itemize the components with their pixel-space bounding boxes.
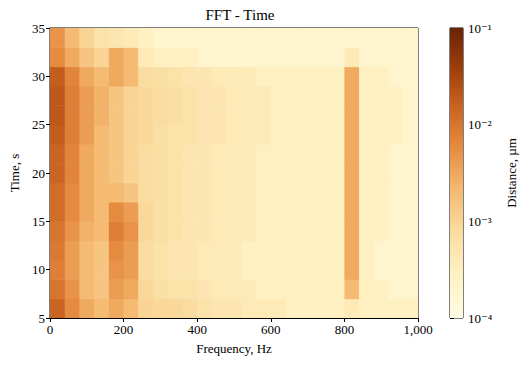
svg-text:1,000: 1,000	[403, 322, 432, 337]
svg-text:FFT - Time: FFT - Time	[206, 7, 275, 23]
svg-text:15: 15	[32, 214, 45, 229]
svg-text:Distance, µm: Distance, µm	[504, 138, 519, 208]
svg-text:30: 30	[32, 69, 45, 84]
svg-text:20: 20	[32, 166, 45, 181]
svg-text:800: 800	[335, 322, 355, 337]
svg-text:Time, s: Time, s	[7, 154, 22, 193]
svg-text:10⁻¹: 10⁻¹	[468, 21, 492, 36]
svg-text:10: 10	[32, 262, 45, 277]
svg-text:600: 600	[261, 322, 281, 337]
svg-text:Frequency, Hz: Frequency, Hz	[196, 341, 272, 356]
svg-text:200: 200	[114, 322, 134, 337]
svg-text:10⁻³: 10⁻³	[468, 214, 492, 229]
svg-text:10⁻²: 10⁻²	[468, 117, 492, 132]
svg-text:400: 400	[187, 322, 207, 337]
svg-text:35: 35	[32, 21, 45, 36]
svg-text:0: 0	[47, 322, 54, 337]
svg-text:25: 25	[32, 117, 45, 132]
svg-text:5: 5	[39, 311, 46, 326]
svg-text:10⁻⁴: 10⁻⁴	[468, 311, 493, 326]
